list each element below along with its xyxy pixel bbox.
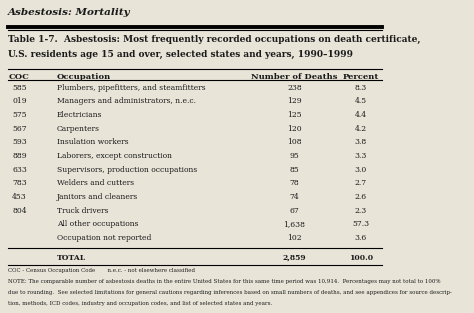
Text: Welders and cutters: Welders and cutters [56,179,134,187]
Text: 57.3: 57.3 [352,220,369,228]
Text: 3.3: 3.3 [355,152,367,160]
Text: 585: 585 [12,84,27,92]
Text: 8.3: 8.3 [355,84,367,92]
Text: Electricians: Electricians [56,111,102,119]
Text: 78: 78 [290,179,300,187]
Text: 238: 238 [287,84,302,92]
Text: 453: 453 [12,193,27,201]
Text: U.S. residents age 15 and over, selected states and years, 1990–1999: U.S. residents age 15 and over, selected… [8,50,353,59]
Text: 85: 85 [290,166,300,174]
Text: Table 1-7.  Asbestosis: Most frequently recorded occupations on death certificat: Table 1-7. Asbestosis: Most frequently r… [8,35,420,44]
Text: tion, methods, ICD codes, industry and occupation codes, and list of selected st: tion, methods, ICD codes, industry and o… [8,301,272,306]
Text: 67: 67 [290,207,300,215]
Text: Occupation not reported: Occupation not reported [56,234,151,242]
Text: 2.7: 2.7 [355,179,367,187]
Text: 2.6: 2.6 [355,193,367,201]
Text: 889: 889 [12,152,27,160]
Text: Carpenters: Carpenters [56,125,100,133]
Text: 74: 74 [290,193,300,201]
Text: 129: 129 [287,97,302,105]
Text: 575: 575 [12,111,27,119]
Text: 019: 019 [12,97,27,105]
Text: 593: 593 [12,138,27,146]
Text: Occupation: Occupation [56,73,111,80]
Text: 3.6: 3.6 [355,234,367,242]
Text: 100.0: 100.0 [349,254,373,262]
Text: 567: 567 [12,125,27,133]
Text: 125: 125 [287,111,302,119]
Text: 120: 120 [287,125,302,133]
Text: Laborers, except construction: Laborers, except construction [56,152,172,160]
Text: Number of Deaths: Number of Deaths [251,73,338,80]
Text: TOTAL: TOTAL [56,254,86,262]
Text: Managers and administrators, n.e.c.: Managers and administrators, n.e.c. [56,97,196,105]
Text: 95: 95 [290,152,300,160]
Text: Asbestosis: Mortality: Asbestosis: Mortality [8,8,130,18]
Text: Plumbers, pipefitters, and steamfitters: Plumbers, pipefitters, and steamfitters [56,84,205,92]
Text: COC - Census Occupation Code       n.e.c. - not elsewhere classified: COC - Census Occupation Code n.e.c. - no… [8,268,195,273]
Text: due to rounding.  See selected limitations for general cautions regarding infere: due to rounding. See selected limitation… [8,290,452,295]
Text: 3.8: 3.8 [355,138,367,146]
Text: 4.2: 4.2 [355,125,367,133]
Text: Insulation workers: Insulation workers [56,138,128,146]
Text: Truck drivers: Truck drivers [56,207,108,215]
Text: 783: 783 [12,179,27,187]
Text: 2.3: 2.3 [355,207,367,215]
Text: 102: 102 [287,234,302,242]
Text: 3.0: 3.0 [355,166,367,174]
Text: NOTE: The comparable number of asbestosis deaths in the entire United States for: NOTE: The comparable number of asbestosi… [8,279,440,284]
Text: Janitors and cleaners: Janitors and cleaners [56,193,138,201]
Text: 1,638: 1,638 [283,220,306,228]
Text: 804: 804 [12,207,27,215]
Text: 4.4: 4.4 [355,111,367,119]
Text: All other occupations: All other occupations [56,220,138,228]
Text: 108: 108 [287,138,302,146]
Text: 2,859: 2,859 [283,254,306,262]
Text: COC: COC [9,73,30,80]
Text: 4.5: 4.5 [355,97,367,105]
Text: Supervisors, production occupations: Supervisors, production occupations [56,166,197,174]
Text: Percent: Percent [343,73,379,80]
Text: 633: 633 [12,166,27,174]
